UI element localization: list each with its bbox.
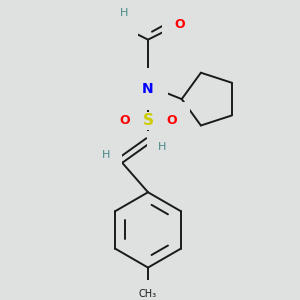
Text: O: O	[174, 18, 185, 31]
Text: O: O	[167, 114, 177, 128]
Text: O: O	[119, 114, 130, 128]
Text: S: S	[142, 113, 154, 128]
Text: N: N	[115, 17, 125, 30]
FancyBboxPatch shape	[137, 112, 159, 130]
Text: H: H	[120, 8, 128, 18]
Text: H: H	[102, 150, 111, 160]
Text: N: N	[142, 82, 154, 96]
Text: H: H	[108, 8, 116, 18]
Text: CH₃: CH₃	[139, 289, 157, 299]
Text: H: H	[158, 142, 166, 152]
